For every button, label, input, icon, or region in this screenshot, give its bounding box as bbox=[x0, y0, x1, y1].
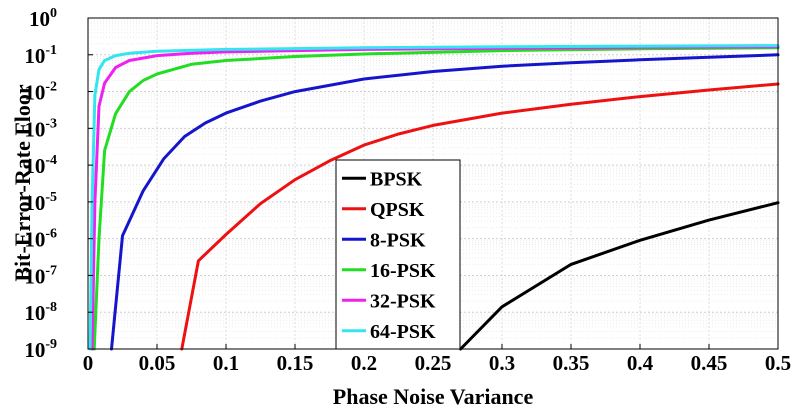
legend-box bbox=[335, 159, 461, 350]
x-tick-label: 0.15 bbox=[277, 351, 314, 375]
y-tick-label: 10-5 bbox=[24, 190, 57, 215]
x-axis-title: Phase Noise Variance bbox=[333, 384, 534, 409]
series-line-16-psk bbox=[92, 46, 780, 351]
y-tick-label: 10-3 bbox=[24, 116, 57, 141]
legend-label-8-psk: 8-PSK bbox=[370, 229, 426, 251]
y-tick-label: 10-9 bbox=[24, 337, 57, 362]
x-tick-label: 0.5 bbox=[765, 351, 791, 375]
x-tick-label: 0.45 bbox=[691, 351, 728, 375]
y-tick-label: 10-2 bbox=[24, 80, 57, 105]
legend: BPSK QPSK 8-PSK 16-PSK 32-PSK 64-PSK bbox=[335, 159, 461, 350]
y-tick-label: 10-4 bbox=[24, 153, 57, 178]
legend-label-16-psk: 16-PSK bbox=[370, 260, 436, 282]
legend-label-bpsk: BPSK bbox=[370, 168, 423, 190]
series-line-64-psk bbox=[88, 44, 780, 351]
legend-label-32-psk: 32-PSK bbox=[370, 290, 436, 312]
legend-label-64-psk: 64-PSK bbox=[370, 321, 436, 343]
y-tick-label: 10-1 bbox=[24, 43, 57, 68]
series-layer bbox=[88, 44, 780, 351]
x-tick-label: 0.05 bbox=[139, 351, 176, 375]
x-tick-label: 0 bbox=[83, 351, 94, 375]
y-tick-label: 10-7 bbox=[24, 263, 57, 288]
legend-label-qpsk: QPSK bbox=[370, 199, 425, 221]
y-axis-title: Bit-Error-Rate Floor bbox=[10, 84, 35, 282]
x-tick-label: 0.25 bbox=[415, 351, 452, 375]
y-tick-label: 10-6 bbox=[24, 227, 57, 252]
series-line-8-psk bbox=[110, 53, 780, 351]
x-tick-label: 0.4 bbox=[627, 351, 654, 375]
x-tick-label: 0.3 bbox=[489, 351, 515, 375]
y-tick-label: 10-8 bbox=[24, 300, 57, 325]
x-tick-label: 0.1 bbox=[213, 351, 239, 375]
series-line-bpsk bbox=[459, 201, 780, 351]
y-tick-label: 100 bbox=[29, 6, 57, 31]
x-tick-label: 0.2 bbox=[351, 351, 377, 375]
x-tick-label: 0.35 bbox=[553, 351, 590, 375]
series-line-qpsk bbox=[180, 82, 780, 351]
axis-ticks: 0 0.05 0.1 0.15 0.2 0.25 0.3 0.35 0.4 0.45 0.5 100 1… bbox=[24, 6, 791, 375]
